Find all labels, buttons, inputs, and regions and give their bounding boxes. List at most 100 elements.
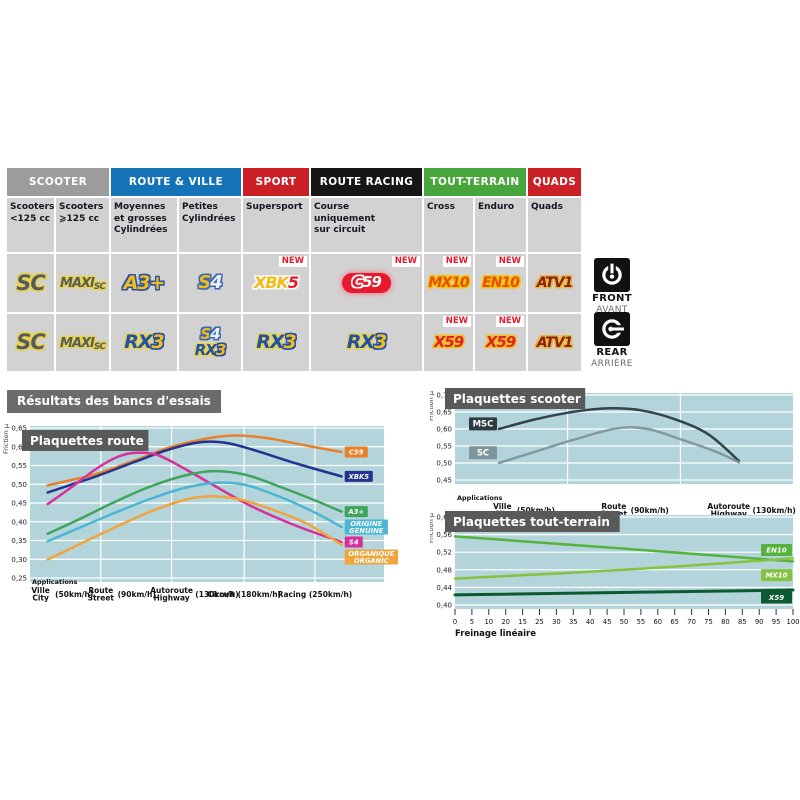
legend-c59: C59 bbox=[344, 446, 368, 458]
rear-label: REAR bbox=[596, 347, 628, 358]
y-tick-label: 0,70 bbox=[436, 392, 452, 400]
legend-a3: A3+ bbox=[344, 506, 368, 518]
product-badge-rx3: RX3 bbox=[194, 341, 227, 359]
y-tick-label: 0,52 bbox=[436, 549, 452, 557]
category-tout-terrain: TOUT-TERRAIN bbox=[424, 168, 526, 196]
y-tick-label: 0,55 bbox=[11, 462, 27, 470]
series-line-x59 bbox=[453, 588, 795, 597]
y-axis-title: Friction µ bbox=[430, 391, 435, 421]
product-table: SCOOTER ROUTE & VILLE SPORT ROUTE RACING TOU… bbox=[7, 168, 581, 371]
y-tick-label: 0,60 bbox=[11, 443, 27, 451]
y-axis-title: Friction µ bbox=[2, 424, 10, 454]
rear-axle-indicator: REAR ARRIÈRE bbox=[588, 312, 636, 369]
rear-cell-quads: ATV1 bbox=[528, 314, 581, 371]
svg-text:EN10: EN10 bbox=[766, 547, 787, 555]
front-cell-supersport: NEW XBK5 bbox=[243, 254, 309, 312]
y-tick-label: 0,30 bbox=[11, 556, 27, 564]
rear-cell-moyennes: RX3 bbox=[111, 314, 177, 371]
product-badge-rx3: RX3 bbox=[124, 331, 165, 353]
category-route-racing: ROUTE RACING bbox=[311, 168, 422, 196]
series-line-a3 bbox=[46, 469, 343, 535]
front-axle-indicator: FRONT AVANT bbox=[588, 258, 636, 315]
product-badge-rx3: RX3 bbox=[256, 331, 297, 353]
y-tick-label: 0,45 bbox=[436, 477, 452, 485]
front-cell-petites: S4 bbox=[179, 254, 241, 312]
rear-sub-label: ARRIÈRE bbox=[591, 359, 633, 369]
svg-text:ORGANIQUE: ORGANIQUE bbox=[348, 550, 394, 558]
svg-text:45: 45 bbox=[603, 618, 612, 626]
svg-text:S4: S4 bbox=[349, 539, 359, 547]
y-tick-label: 0,48 bbox=[436, 566, 452, 574]
svg-text:(90km/h): (90km/h) bbox=[631, 506, 669, 515]
svg-text:75: 75 bbox=[704, 618, 713, 626]
front-sub-label: AVANT bbox=[596, 305, 628, 315]
front-cell-cross: NEW MX10 bbox=[424, 254, 473, 312]
chart-plaquettes-route: 0,65 0,60 0,55 0,50 0,45 0,40 0,35 0,30 0,25 C59 X… bbox=[0, 413, 432, 632]
front-label: FRONT bbox=[592, 293, 632, 304]
svg-text:Circuit (180km/h): Circuit (180km/h) bbox=[207, 590, 281, 599]
front-cell-moyennes: A3+ bbox=[111, 254, 177, 312]
svg-text:Plaquettes scooter: Plaquettes scooter bbox=[453, 392, 581, 406]
y-tick-label: 0,60 bbox=[436, 426, 452, 434]
series-line-sc bbox=[497, 426, 741, 465]
rear-disc-icon bbox=[602, 319, 625, 339]
chart-svg-scooter: 0,700,650,600,550,500,45MSCSCVilleCity(5… bbox=[427, 388, 796, 519]
product-badge-s4: S4 bbox=[200, 325, 220, 343]
svg-text:15: 15 bbox=[518, 618, 527, 626]
chart-plaquettes-tout-terrain: 0,60 0,56 0,52 0,48 0,44 0,40 EN10 MX10 X59 0 5 10 2… bbox=[427, 508, 800, 654]
svg-text:5: 5 bbox=[470, 618, 474, 626]
column-header-cross: Cross bbox=[424, 198, 473, 252]
column-header-scooters: Scooters <125 cc bbox=[7, 198, 54, 252]
front-axle-box bbox=[594, 258, 630, 292]
rear-cell-course: RX3 bbox=[311, 314, 422, 371]
y-tick-label: 0,55 bbox=[436, 443, 452, 451]
rear-cell-enduro: NEW X59 bbox=[475, 314, 526, 371]
svg-text:40: 40 bbox=[586, 618, 595, 626]
svg-text:ORIGINE: ORIGINE bbox=[350, 520, 382, 528]
column-header-moyennes: Moyennes et grosses Cylindrées bbox=[111, 198, 177, 252]
y-tick-label: 0,44 bbox=[436, 584, 452, 592]
chart-svg-tt: 0,60 0,56 0,52 0,48 0,44 0,40 EN10 MX10 X59 0 5 10 2… bbox=[427, 511, 799, 639]
new-badge: NEW bbox=[495, 316, 524, 328]
product-badge-x59: X59 bbox=[485, 333, 516, 351]
rear-cell-supersport: RX3 bbox=[243, 314, 309, 371]
chart-title-badge: Plaquettes tout-terrain bbox=[445, 511, 620, 532]
product-badge-c59: C59 bbox=[342, 273, 391, 293]
svg-text:95: 95 bbox=[772, 618, 781, 626]
product-badge-sc: SC bbox=[16, 270, 46, 295]
y-tick-label: 0,40 bbox=[11, 518, 27, 526]
svg-text:30: 30 bbox=[552, 618, 561, 626]
product-badge-atv1: ATV1 bbox=[536, 275, 574, 291]
column-header-scooters: Scooters ⩾125 cc bbox=[56, 198, 109, 252]
legend-s4: S4 bbox=[344, 536, 363, 548]
product-badge-maxisc: MAXISC bbox=[60, 335, 106, 352]
y-tick-label: 0,56 bbox=[436, 531, 452, 539]
svg-text:50: 50 bbox=[620, 618, 629, 626]
svg-text:MSC: MSC bbox=[473, 420, 494, 430]
svg-text:ORGANIC: ORGANIC bbox=[354, 557, 389, 565]
legend-xbk5: XBK5 bbox=[344, 470, 373, 482]
product-badge-x59: X59 bbox=[433, 333, 464, 351]
svg-text:65: 65 bbox=[670, 618, 679, 626]
svg-text:25: 25 bbox=[535, 618, 544, 626]
rear-axle-box bbox=[594, 312, 630, 346]
category-scooter: SCOOTER bbox=[7, 168, 109, 196]
y-tick-label: 0,60 bbox=[436, 514, 452, 522]
y-tick-label: 0,45 bbox=[11, 500, 27, 508]
rear-cell-cross: NEW X59 bbox=[424, 314, 473, 371]
new-badge: NEW bbox=[442, 316, 471, 328]
legend-x59: X59 bbox=[761, 591, 792, 604]
svg-text:(50km/h): (50km/h) bbox=[55, 590, 93, 599]
svg-text:SC: SC bbox=[477, 448, 489, 458]
chart-title-badge: Plaquettes route bbox=[22, 430, 149, 451]
x-axis-title: Freinage linéaire bbox=[455, 628, 536, 639]
y-tick-label: 0,65 bbox=[11, 425, 27, 433]
front-cell-quads: ATV1 bbox=[528, 254, 581, 312]
series-line-organique-organic bbox=[46, 494, 343, 561]
y-tick-label: 0,40 bbox=[436, 602, 452, 610]
